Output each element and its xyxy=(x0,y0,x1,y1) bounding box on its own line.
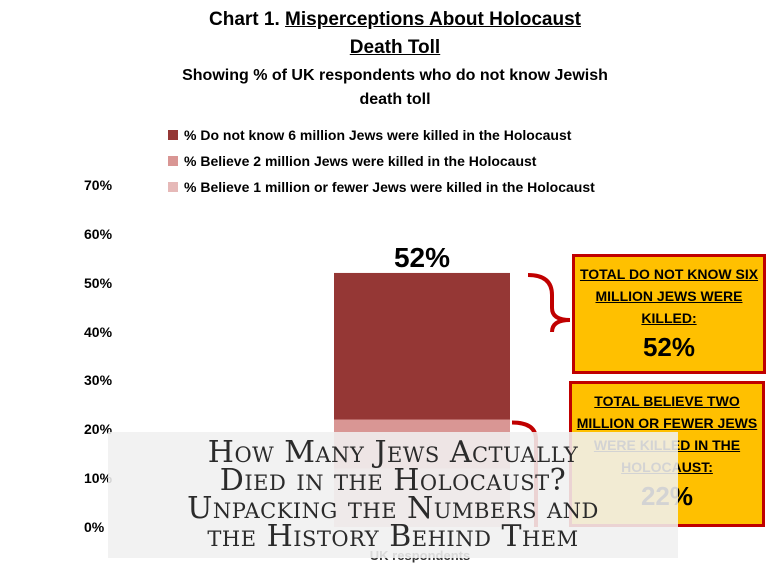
overlay-line: Unpacking the Numbers and xyxy=(187,491,599,526)
chart-subtitle-line2: death toll xyxy=(359,91,431,108)
legend-label: % Believe 2 million Jews were killed in … xyxy=(184,153,537,169)
callout-total-six-million: TOTAL DO NOT KNOW SIX MILLION JEWS WERE … xyxy=(572,254,766,374)
chart-title: Chart 1. Misperceptions About Holocaust xyxy=(150,6,640,34)
callout-label: TOTAL DO NOT KNOW SIX MILLION JEWS WERE … xyxy=(579,266,759,326)
legend-label: % Do not know 6 million Jews were killed… xyxy=(184,127,572,143)
overlay-line: the History Behind Them xyxy=(207,519,579,554)
legend-swatch xyxy=(168,156,178,166)
legend-item: % Believe 2 million Jews were killed in … xyxy=(168,148,595,174)
y-tick-label: 10% xyxy=(84,470,113,487)
chart-legend: % Do not know 6 million Jews were killed… xyxy=(168,122,595,200)
chart-subtitle-line1: Showing % of UK respondents who do not k… xyxy=(182,67,608,84)
article-title-overlay: How Many Jews Actually Died in the Holoc… xyxy=(108,432,678,558)
overlay-line: How Many Jews Actually xyxy=(207,435,579,470)
legend-swatch xyxy=(168,182,178,192)
y-tick-label: 20% xyxy=(84,421,113,438)
callout-value: 52% xyxy=(642,332,696,362)
y-tick-label: 0% xyxy=(84,519,105,535)
y-tick-label: 50% xyxy=(84,274,113,291)
y-tick-label: 40% xyxy=(84,323,113,340)
chart-title-line2: Death Toll xyxy=(150,34,640,62)
legend-label: % Believe 1 million or fewer Jews were k… xyxy=(184,179,595,195)
bar-data-label: 52% xyxy=(394,242,450,273)
chart-title-main: Misperceptions About Holocaust xyxy=(285,9,581,30)
chart-title-prefix: Chart 1. xyxy=(209,9,280,30)
chart-title-main-2: Death Toll xyxy=(349,37,441,58)
y-tick-label: 70% xyxy=(84,177,113,193)
legend-item: % Do not know 6 million Jews were killed… xyxy=(168,122,595,148)
bracket-total-52 xyxy=(527,272,571,333)
y-tick-label: 30% xyxy=(84,372,113,389)
legend-swatch xyxy=(168,130,178,140)
chart-subtitle: Showing % of UK respondents who do not k… xyxy=(150,64,640,112)
legend-item: % Believe 1 million or fewer Jews were k… xyxy=(168,174,595,200)
y-tick-label: 60% xyxy=(84,225,113,242)
overlay-line: Died in the Holocaust? xyxy=(219,463,567,498)
